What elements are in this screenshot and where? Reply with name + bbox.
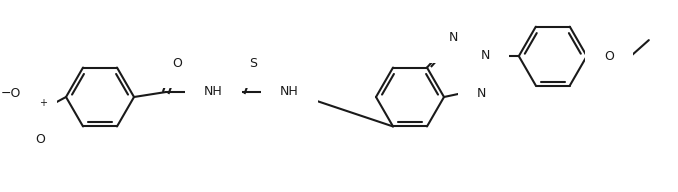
Text: N: N — [481, 49, 490, 62]
Text: +: + — [39, 98, 47, 108]
Text: NH: NH — [280, 84, 299, 98]
Text: NH: NH — [204, 84, 223, 98]
Text: O: O — [35, 133, 45, 146]
Text: O: O — [604, 50, 614, 63]
Text: N: N — [449, 31, 458, 44]
Text: −O: −O — [1, 87, 21, 99]
Text: N: N — [477, 87, 486, 100]
Text: N: N — [29, 103, 39, 117]
Text: O: O — [172, 56, 182, 70]
Text: S: S — [249, 56, 257, 70]
